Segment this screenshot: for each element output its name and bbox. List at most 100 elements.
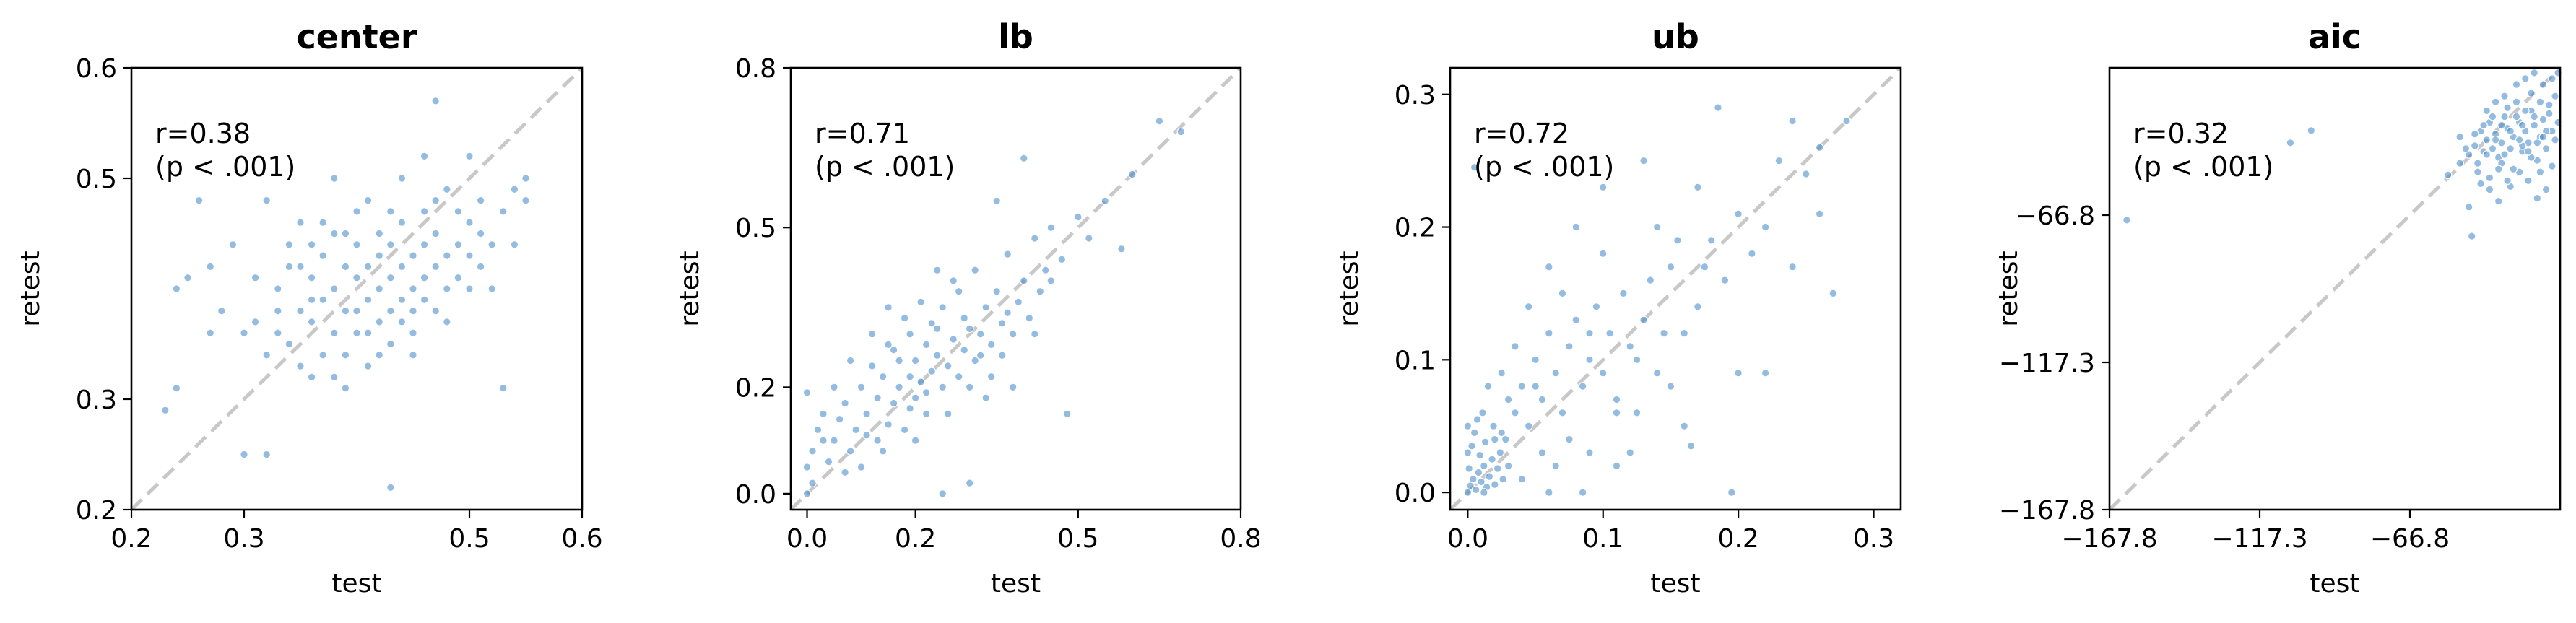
data-point	[2471, 129, 2479, 139]
y-tick-label: 0.6	[76, 54, 117, 84]
data-point	[476, 229, 485, 238]
correlation-annotation: r=0.32	[2133, 118, 2229, 149]
data-point	[2512, 97, 2521, 107]
data-point	[2455, 132, 2464, 141]
y-tick-label: 0.1	[1395, 346, 1436, 375]
data-point	[329, 373, 339, 382]
data-point	[465, 284, 474, 293]
data-point	[1493, 464, 1502, 473]
data-point	[1041, 266, 1050, 274]
data-point	[997, 351, 1007, 360]
data-point	[2530, 112, 2538, 121]
data-point	[1074, 212, 1083, 222]
data-point	[1531, 355, 1540, 365]
chart-title: aic	[2308, 17, 2362, 56]
data-point	[889, 398, 898, 408]
data-point	[2443, 170, 2453, 180]
x-tick-label: 0.3	[223, 524, 264, 554]
data-point	[1761, 222, 1770, 232]
data-point	[420, 240, 429, 249]
data-point	[2533, 139, 2542, 147]
data-point	[1592, 302, 1601, 311]
data-point	[329, 328, 339, 337]
data-point	[1101, 196, 1110, 206]
data-point	[835, 414, 844, 424]
data-point	[2541, 144, 2551, 153]
y-tick-label: 0.5	[76, 165, 117, 194]
x-tick-label: 0.8	[1220, 524, 1261, 554]
data-point	[819, 436, 828, 445]
data-point	[161, 406, 170, 415]
data-point	[2536, 97, 2545, 107]
data-point	[1463, 448, 1473, 457]
data-point	[465, 152, 474, 161]
data-point	[1842, 116, 1851, 126]
data-point	[981, 393, 990, 402]
data-point	[318, 251, 327, 260]
correlation-annotation: (p < .001)	[155, 151, 295, 183]
data-point	[1761, 368, 1770, 378]
data-point	[1632, 408, 1642, 417]
data-point	[375, 251, 383, 260]
chart-title: lb	[998, 17, 1033, 56]
data-point	[1008, 383, 1018, 392]
data-point	[240, 450, 248, 459]
data-point	[2538, 115, 2548, 124]
identity-line	[1449, 66, 1902, 511]
data-point	[2485, 185, 2494, 194]
data-point	[1524, 302, 1533, 311]
data-point	[819, 409, 828, 419]
data-point	[997, 319, 1007, 328]
data-point	[1491, 435, 1499, 444]
data-point	[857, 383, 866, 392]
data-point	[363, 196, 373, 205]
data-point	[1788, 116, 1797, 126]
data-point	[352, 328, 361, 337]
data-point	[867, 362, 877, 370]
x-axis-label: test	[2310, 569, 2359, 598]
data-point	[2491, 136, 2500, 144]
data-point	[1020, 154, 1028, 163]
data-point	[2551, 92, 2559, 100]
y-tick-label: 0.2	[1395, 214, 1436, 243]
correlation-annotation: (p < .001)	[815, 151, 955, 183]
data-point	[1025, 313, 1034, 323]
data-point	[2509, 165, 2518, 173]
data-point	[911, 393, 920, 402]
data-point	[296, 306, 305, 315]
data-point	[1475, 450, 1484, 460]
correlation-annotation: r=0.38	[155, 118, 251, 149]
data-point	[1612, 395, 1621, 404]
data-point	[2518, 121, 2527, 130]
data-point	[1020, 276, 1028, 285]
data-point	[1720, 276, 1730, 284]
y-tick-label: 0.0	[735, 480, 776, 510]
data-point	[1008, 329, 1018, 339]
data-point	[906, 372, 914, 381]
data-point	[172, 284, 181, 293]
data-point	[386, 207, 395, 216]
data-point	[454, 273, 463, 282]
data-point	[1504, 461, 1513, 471]
data-point	[1504, 395, 1513, 404]
data-point	[375, 284, 383, 293]
data-point	[2482, 150, 2492, 159]
data-point	[2122, 216, 2131, 225]
data-point	[2548, 74, 2557, 83]
data-point	[846, 447, 855, 456]
data-point	[2473, 159, 2482, 167]
data-point	[1673, 236, 1682, 245]
data-point	[2530, 69, 2538, 77]
data-point	[2541, 185, 2551, 194]
data-point	[1499, 474, 1507, 484]
data-point	[487, 284, 496, 293]
data-point	[1497, 428, 1506, 437]
data-point	[808, 447, 817, 456]
data-point	[296, 362, 305, 370]
data-point	[911, 436, 920, 445]
data-point	[1558, 408, 1567, 417]
y-axis-label: retest	[1994, 250, 2024, 326]
data-point	[960, 345, 968, 354]
data-point	[830, 436, 838, 445]
